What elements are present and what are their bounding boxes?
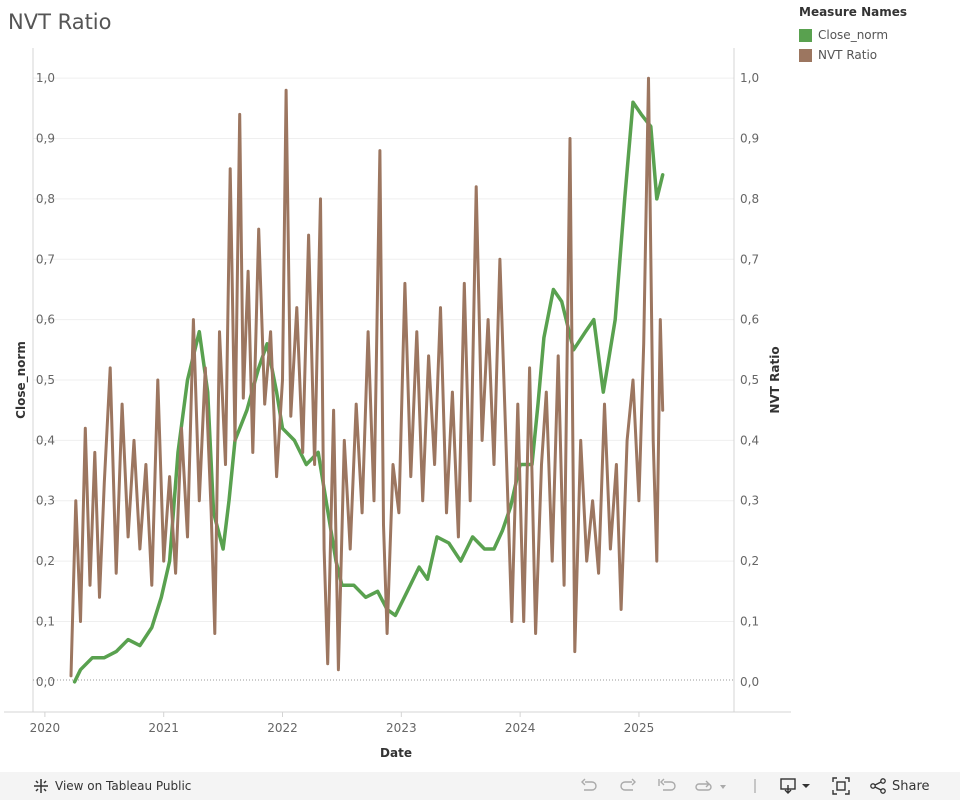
share-icon: [870, 778, 886, 794]
left-y-ticks: 0,0 0,1 0,2 0,3 0,4 0,5 0,6 0,7 0,8 0,9 1,0: [36, 71, 55, 689]
left-y-tick-label: 0,2: [36, 554, 55, 568]
right-y-tick-label: 0,8: [740, 192, 759, 206]
redo-icon[interactable]: [619, 772, 637, 800]
line-chart: 0,0 0,1 0,2 0,3 0,4 0,5 0,6 0,7 0,8 0,9 1,0 0,0 0,1…: [4, 48, 791, 760]
right-y-tick-label: 0,4: [740, 433, 759, 447]
left-y-tick-label: 0,4: [36, 433, 55, 447]
x-tick-label: 2021: [148, 721, 179, 735]
x-tick-label: 2022: [267, 721, 298, 735]
fullscreen-icon[interactable]: [832, 772, 850, 800]
series-group: [69, 76, 665, 684]
legend-swatch-close-norm: [799, 28, 812, 42]
legend-label-close-norm: Close_norm: [818, 28, 889, 42]
legend-swatch-nvt-ratio: [799, 48, 812, 62]
view-on-tableau-label: View on Tableau Public: [55, 779, 192, 793]
right-y-tick-label: 0,3: [740, 494, 759, 508]
legend-item-close-norm[interactable]: Close_norm: [799, 25, 907, 45]
right-y-tick-label: 0,7: [740, 252, 759, 266]
undo-icon[interactable]: [580, 772, 598, 800]
left-y-tick-label: 0,5: [36, 373, 55, 387]
share-label: Share: [892, 778, 930, 794]
tableau-toolbar: View on Tableau Public Share: [0, 772, 960, 800]
left-y-tick-label: 0,1: [36, 614, 55, 628]
left-y-tick-label: 0,9: [36, 132, 55, 146]
x-tick-label: 2020: [30, 721, 61, 735]
series-line-nvt-ratio[interactable]: [69, 76, 665, 678]
left-y-tick-label: 1,0: [36, 71, 55, 85]
right-y-tick-label: 0,2: [740, 554, 759, 568]
revert-icon[interactable]: [657, 772, 677, 800]
left-y-tick-label: 0,6: [36, 313, 55, 327]
right-y-tick-label: 0,5: [740, 373, 759, 387]
y-axis-label-left: Close_norm: [14, 341, 29, 419]
legend-label-nvt-ratio: NVT Ratio: [818, 48, 878, 62]
right-y-tick-label: 0,0: [740, 675, 759, 689]
x-tick-label: 2024: [505, 721, 536, 735]
right-y-tick-label: 0,6: [740, 313, 759, 327]
left-y-tick-label: 0,8: [36, 192, 55, 206]
chart-title: NVT Ratio: [8, 10, 112, 34]
legend-item-nvt-ratio[interactable]: NVT Ratio: [799, 45, 907, 65]
view-on-tableau-link[interactable]: View on Tableau Public: [33, 772, 191, 800]
legend-title: Measure Names: [799, 5, 908, 19]
toolbar-divider: [754, 772, 756, 800]
refresh-icon[interactable]: [695, 772, 727, 800]
right-y-tick-label: 0,1: [740, 614, 759, 628]
x-ticks: 2020 2021 2022 2023 2024 2025: [30, 712, 655, 735]
x-axis-label: Date: [380, 746, 412, 760]
x-tick-label: 2023: [386, 721, 417, 735]
right-y-tick-label: 1,0: [740, 71, 759, 85]
left-y-tick-label: 0,7: [36, 252, 55, 266]
share-button[interactable]: Share: [870, 772, 930, 800]
x-tick-label: 2025: [624, 721, 655, 735]
left-y-tick-label: 0,3: [36, 494, 55, 508]
y-axis-label-right: NVT Ratio: [768, 346, 782, 413]
right-y-tick-label: 0,9: [740, 132, 759, 146]
right-y-ticks: 0,0 0,1 0,2 0,3 0,4 0,5 0,6 0,7 0,8 0,9 1,0: [740, 71, 759, 689]
download-icon[interactable]: [780, 772, 812, 800]
tableau-logo-icon: [33, 778, 49, 794]
left-y-tick-label: 0,0: [36, 675, 55, 689]
legend: Measure Names Close_norm NVT Ratio: [799, 5, 907, 65]
